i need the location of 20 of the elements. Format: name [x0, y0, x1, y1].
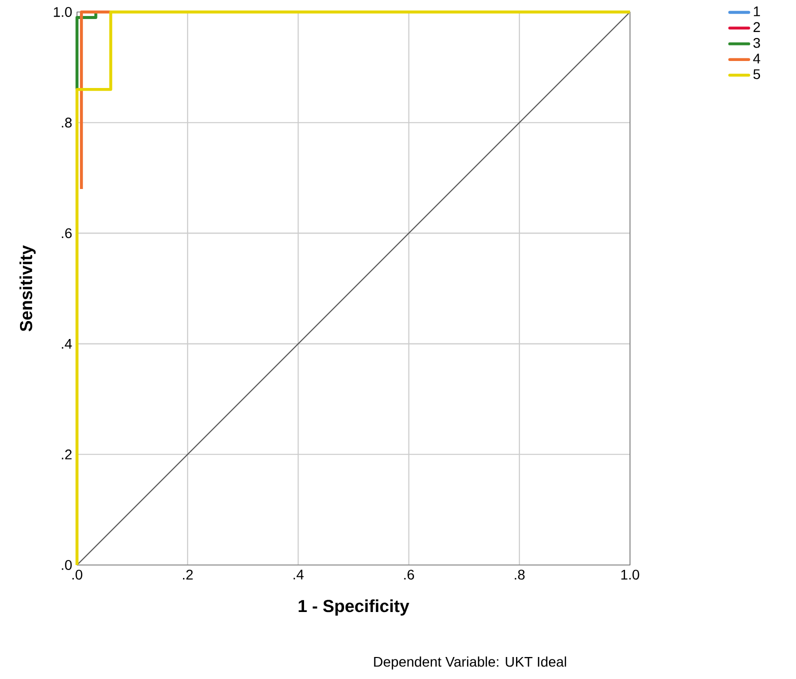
x-tick-label: 1.0	[621, 570, 640, 580]
legend-label: 5	[753, 69, 760, 80]
y-tick-label: .0	[62, 560, 72, 570]
x-tick-label: .4	[294, 570, 304, 580]
y-tick-label: .4	[62, 338, 72, 349]
x-tick-label: .2	[183, 570, 193, 580]
x-tick-label: .8	[514, 570, 525, 580]
legend-label: 2	[754, 22, 760, 32]
y-tick-label: 1.0	[54, 7, 72, 17]
x-tick-label: .6	[404, 570, 414, 580]
x-tick-label: .0	[72, 570, 82, 580]
text: Dependent Variable: UKT Ideal	[374, 656, 566, 670]
y-tick-label: .8	[62, 118, 72, 128]
y-tick-label: .6	[62, 228, 72, 238]
y-tick-label: .2	[62, 450, 72, 460]
legend-label: 3	[753, 38, 760, 48]
legend-label: 1	[754, 6, 760, 16]
legend-label: 4	[753, 54, 760, 64]
y-axis-title: Sensitivity	[20, 245, 36, 332]
x-axis-title: 1 - Specificity	[298, 599, 410, 616]
